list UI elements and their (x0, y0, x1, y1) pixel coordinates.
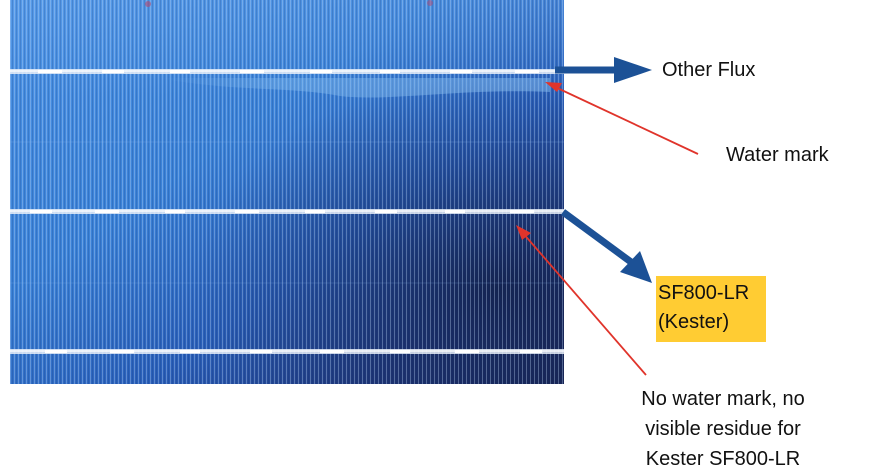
busbar-bottom (10, 349, 564, 354)
sf800-kester-label: SF800-LR (Kester) (656, 276, 766, 342)
blue-arrow-other-flux (555, 57, 652, 83)
red-arrow-water-mark (545, 82, 699, 155)
solar-cell-photo (10, 0, 564, 384)
busbar-top (10, 69, 564, 74)
blue-arrow-sf800 (560, 209, 652, 283)
no-water-mark-caption: No water mark, no visible residue for Ke… (590, 384, 856, 474)
no-mark-line1: No water mark, no (641, 388, 805, 410)
solar-cell-image (10, 0, 564, 384)
water-mark-label: Water mark (726, 144, 829, 166)
no-mark-line3: Kester SF800-LR (645, 448, 801, 470)
water-mark-residue (160, 78, 550, 98)
sf800-label-line2: (Kester) (658, 311, 730, 333)
other-flux-label: Other Flux (662, 59, 756, 81)
sf800-label-line1: SF800-LR (658, 282, 750, 304)
busbar-middle (10, 209, 564, 214)
no-mark-line2: visible residue for (645, 418, 801, 440)
